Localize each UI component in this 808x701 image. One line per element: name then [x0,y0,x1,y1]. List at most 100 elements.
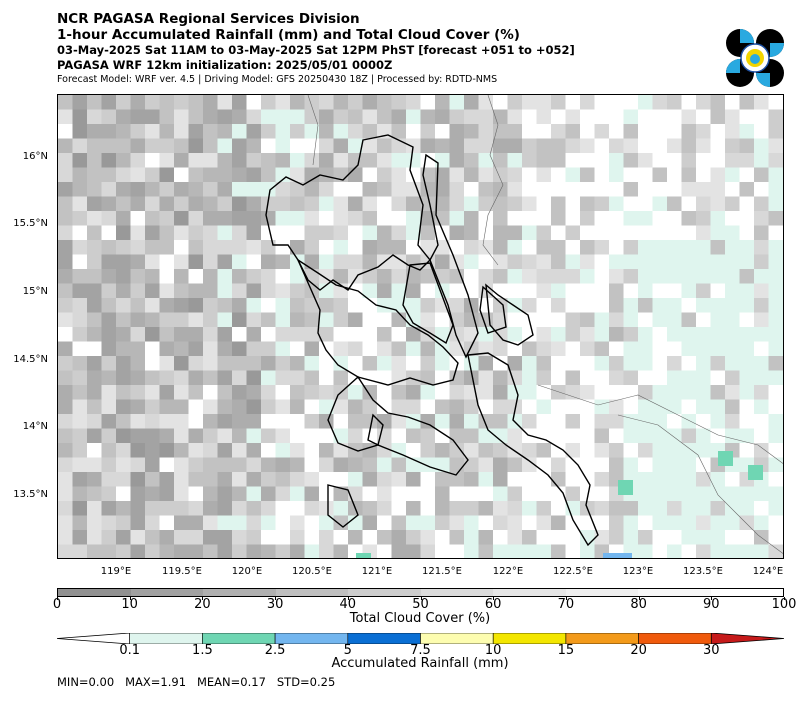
cloud-cell [203,196,218,212]
cloud-cell [72,341,88,357]
cloud-cell [261,95,276,110]
cloud-cell [652,240,668,255]
cloud-cell [522,501,537,516]
cloud-cell [304,443,320,458]
cloud-cell [609,153,624,168]
cloud-cell [623,269,639,284]
cloud-cell [551,312,566,328]
cloud-cell [72,544,88,558]
cloud-cell [333,153,349,168]
cloud-cell [232,544,247,558]
cloud-cell [130,167,146,183]
cloud-cell [377,385,392,400]
cloud-cell [594,341,610,357]
cloud-cell [493,370,508,386]
cloud-cell [594,486,610,502]
cloud-cell [58,501,73,516]
cloud-cell [319,196,334,212]
cloud-tick-mark [129,597,131,600]
cloud-cell [290,515,305,531]
cloud-cell [319,530,334,545]
cloud-cell [319,254,334,270]
neighbour-coast-path [307,95,319,166]
cloud-cell [362,515,378,531]
cloud-cell [449,138,465,154]
cloud-cell [580,399,595,415]
cloud-cell [710,312,726,328]
cloud-cell [536,472,552,487]
cloud-cell [116,385,131,400]
cloud-cell [478,240,494,255]
cloud-cell [768,428,783,444]
cloud-cell [290,501,305,516]
cloud-cell [435,472,450,487]
cloud-cell [478,472,494,487]
cloud-cell [768,443,783,458]
cloud-cell [638,167,653,183]
cloud-cell [594,385,610,400]
cloud-cell [493,124,508,139]
cloud-cell [290,153,305,168]
cloud-cell [188,414,204,429]
cloud-cell [159,385,175,400]
cloud-cell [58,370,73,386]
cloud-cell [87,124,102,139]
cloud-cell [754,95,769,110]
cloud-cell [464,428,479,444]
cloud-cell [435,225,450,241]
cloud-cell [116,428,131,444]
cloud-cell [406,182,421,197]
cloud-cell [783,429,784,444]
cloud-cell [435,196,450,212]
cloud-cell [580,530,595,545]
cloud-cell [174,341,189,357]
cloud-cell [783,472,784,487]
cloud-cell [478,109,494,125]
cloud-cell [609,530,624,545]
cloud-cell [203,385,218,400]
cloud-cell [754,240,769,255]
cloud-cell [449,370,465,386]
cloud-cell [536,153,552,168]
cloud-cell [319,414,334,429]
cloud-cell [203,182,218,197]
cloud-cell [696,501,711,516]
cloud-cell [551,254,566,270]
cloud-cell [174,457,189,473]
cloud-cell [319,211,334,226]
cloud-cell [681,138,697,154]
cloud-cell [217,341,233,357]
cloud-cell [275,283,291,299]
cloud-cell [261,167,276,183]
cloud-cell [536,341,552,357]
cloud-cell [507,457,523,473]
cloud-cell [304,153,320,168]
cloud-cell [130,95,146,110]
cloud-cell [290,472,305,487]
cloud-cell [319,269,334,284]
cloud-cell [623,196,639,212]
cloud-cell [72,327,88,342]
cloud-cell [768,95,783,110]
cloud-cell [667,472,682,487]
cloud-cell [754,138,769,154]
cloud-cell [478,196,494,212]
cloud-cell [246,443,262,458]
cloud-cell [116,414,131,429]
cloud-cell [72,225,88,241]
rain-colorbar-segment [420,633,494,644]
cloud-cell [72,182,88,197]
cloud-cell [203,399,218,415]
cloud-cell [362,124,378,139]
cloud-cell [87,138,102,154]
cloud-cell [319,356,334,371]
cloud-cell [725,298,740,313]
cloud-cell [145,240,160,255]
cloud-cell [783,545,784,560]
cloud-cell [348,530,363,545]
cloud-tick-mark [784,597,785,600]
cloud-cell [725,138,740,154]
cloud-cell [551,109,566,125]
cloud-cell [145,138,160,154]
cloud-cell [130,109,146,125]
